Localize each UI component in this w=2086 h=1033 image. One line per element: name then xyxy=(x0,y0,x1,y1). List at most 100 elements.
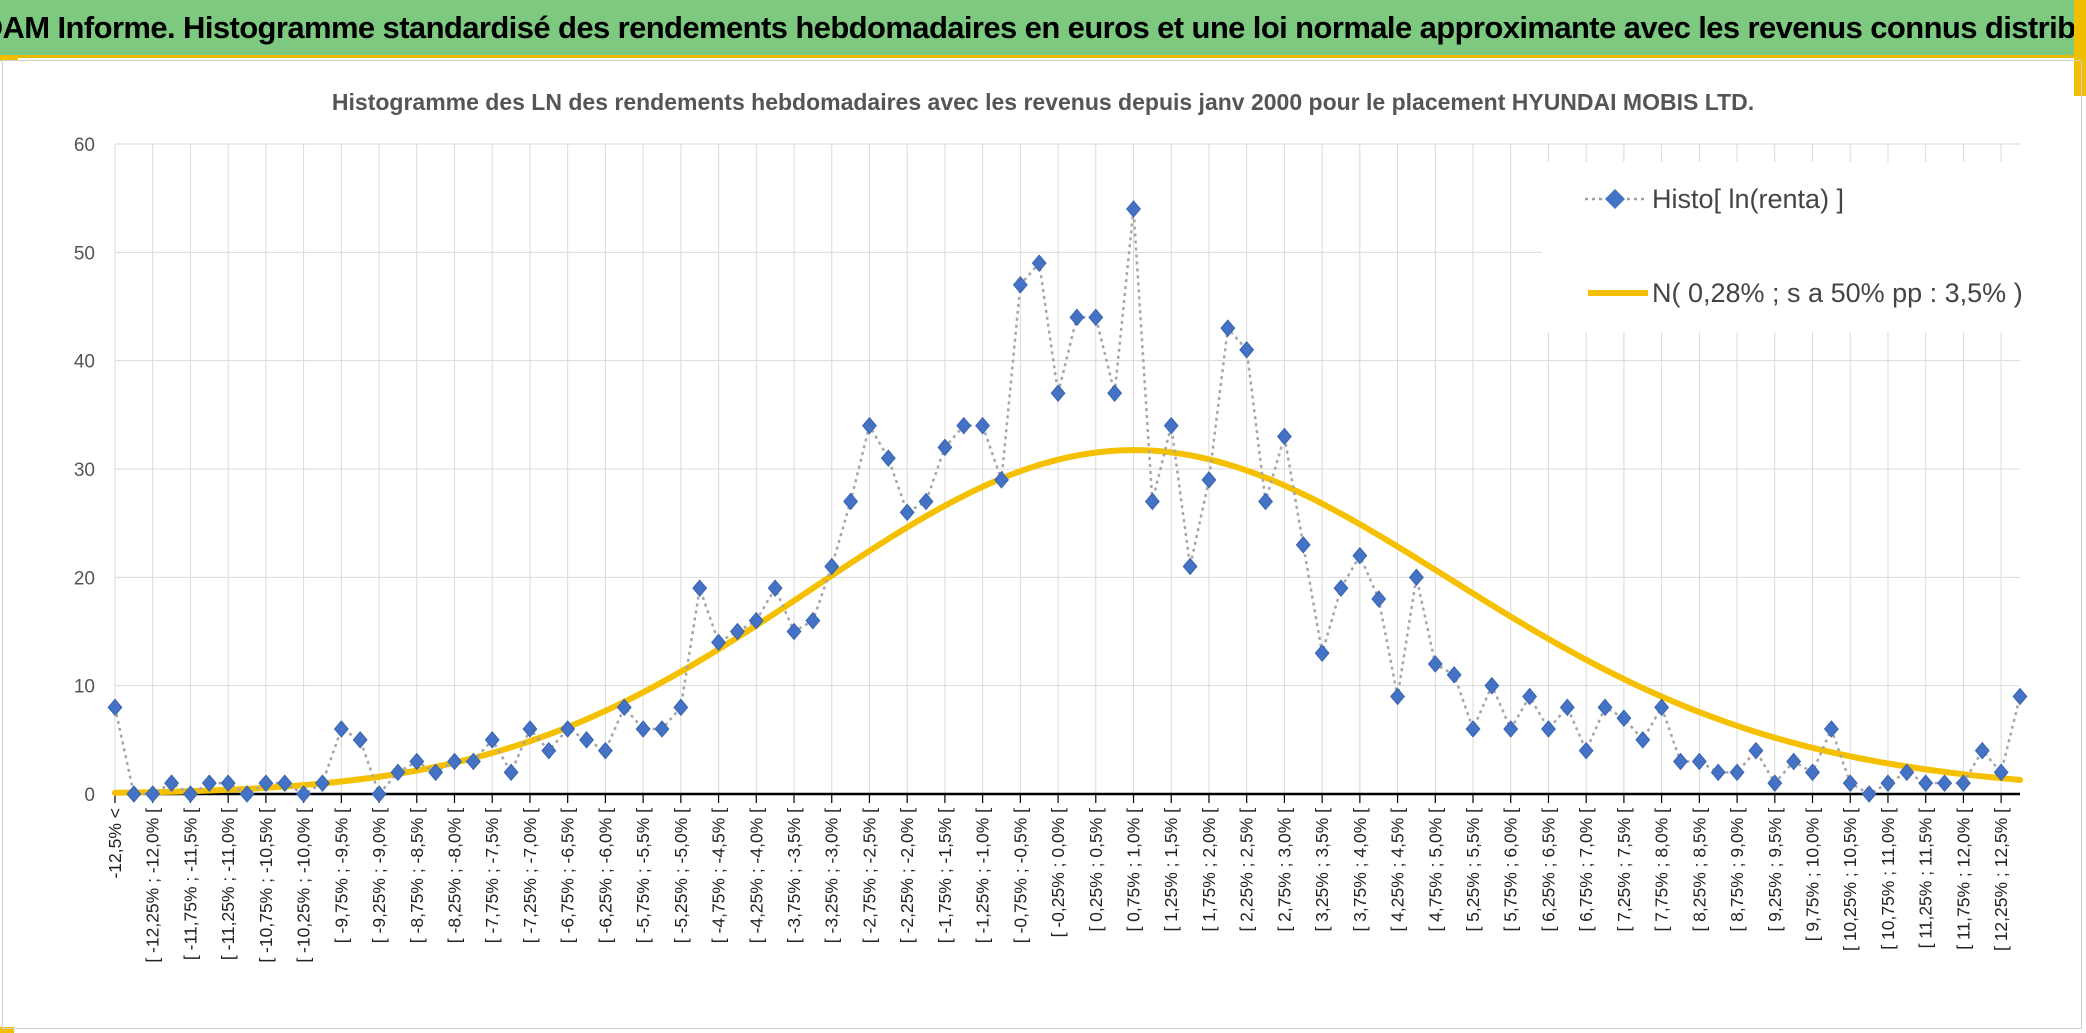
histo-point xyxy=(1239,341,1255,359)
histo-point xyxy=(1446,666,1462,684)
report-header: ADAM Informe. Histogramme standardisé de… xyxy=(0,0,2086,58)
histo-point xyxy=(1107,384,1123,402)
histo-point xyxy=(409,752,425,771)
histo-point xyxy=(1088,308,1104,327)
x-tick-label: [ -9,75% ; -9,5% [ xyxy=(331,808,351,943)
histo-point xyxy=(994,471,1009,489)
x-tick-label: [ 9,25% ; 9,5% [ xyxy=(1765,808,1785,932)
x-tick-label: [ 1,25% ; 1,5% [ xyxy=(1161,808,1181,932)
report-title: ADAM Informe. Histogramme standardisé de… xyxy=(0,9,2086,45)
histo-point xyxy=(447,752,462,771)
legend-label-histo: Histo[ ln(renta) ] xyxy=(1652,184,1844,214)
histo-point xyxy=(1314,644,1330,662)
x-tick-label: [ -11,25% ; -11,0% [ xyxy=(218,808,238,960)
histo-point xyxy=(1729,763,1745,782)
histo-point xyxy=(277,774,293,792)
histo-point xyxy=(258,774,274,792)
histo-point xyxy=(1918,774,1934,792)
x-tick-label: [ -0,75% ; -0,5% [ xyxy=(1010,808,1030,943)
histo-point xyxy=(541,741,557,760)
histo-point xyxy=(1767,774,1783,792)
x-tick-label: [ -10,25% ; -10,0% [ xyxy=(294,808,314,963)
histo-point xyxy=(1748,741,1764,760)
x-tick-label: [ -6,25% ; -6,0% [ xyxy=(595,808,615,943)
y-tick-label: 20 xyxy=(74,568,95,589)
histo-point xyxy=(616,698,632,717)
histo-point xyxy=(390,763,406,782)
x-axis-ticks: -12,5% < [ -12,25% ; -12,0% [[ -11,75% ; … xyxy=(105,808,2011,963)
normal-curve-series xyxy=(112,447,2023,796)
histo-point xyxy=(182,785,198,803)
x-tick-label: [ 6,25% ; 6,5% [ xyxy=(1538,808,1558,932)
x-tick-label: [ 7,25% ; 7,5% [ xyxy=(1614,808,1634,932)
corner-accent-top-left xyxy=(0,56,18,61)
x-tick-label: [ -1,75% ; -1,5% [ xyxy=(935,808,955,943)
x-tick-label: [ -5,25% ; -5,0% [ xyxy=(671,808,691,943)
histo-point xyxy=(786,622,802,641)
histo-point xyxy=(1710,763,1726,782)
x-tick-label: [ 0,75% ; 1,0% [ xyxy=(1124,808,1144,932)
histo-point xyxy=(711,633,727,652)
histo-point xyxy=(1276,427,1292,446)
histo-point xyxy=(975,416,991,435)
x-tick-label: [ -4,25% ; -4,0% [ xyxy=(746,808,766,943)
x-tick-label: [ 7,75% ; 8,0% [ xyxy=(1652,808,1672,932)
histo-point xyxy=(1069,308,1085,327)
histo-point xyxy=(767,579,783,597)
histo-point xyxy=(1786,752,1802,771)
legend-diamond-icon xyxy=(1605,189,1625,209)
x-tick-label: [ -4,75% ; -4,5% [ xyxy=(709,808,729,943)
histo-point xyxy=(1880,774,1896,792)
y-tick-label: 0 xyxy=(84,785,95,806)
histo-point xyxy=(126,785,142,803)
histo-point xyxy=(1408,568,1424,587)
histo-point xyxy=(201,774,217,792)
histo-point xyxy=(1691,752,1707,771)
histo-point xyxy=(1371,590,1387,608)
histo-point xyxy=(880,449,896,467)
histo-point xyxy=(673,698,689,717)
histo-point xyxy=(1823,720,1839,738)
histo-point xyxy=(107,698,123,717)
x-tick-label: [ -2,25% ; -2,0% [ xyxy=(897,808,917,943)
histo-point xyxy=(145,785,161,803)
histo-point xyxy=(1050,384,1066,402)
histo-point xyxy=(1031,254,1047,272)
x-tick-label: [ -7,75% ; -7,5% [ xyxy=(482,808,502,943)
y-tick-label: 10 xyxy=(74,677,95,698)
histo-point xyxy=(1578,741,1594,760)
x-tick-label: [ -11,75% ; -11,5% [ xyxy=(180,808,200,960)
histo-point xyxy=(428,763,444,782)
y-tick-label: 50 xyxy=(74,243,95,264)
histo-point xyxy=(1390,687,1406,706)
histo-point xyxy=(315,774,330,792)
histo-point xyxy=(843,492,859,511)
x-tick-label: [ -8,75% ; -8,5% [ xyxy=(407,808,427,943)
histo-point xyxy=(1484,676,1500,695)
x-tick-label: [ 4,75% ; 5,0% [ xyxy=(1425,808,1445,932)
histo-point xyxy=(220,774,236,792)
histo-point xyxy=(654,720,670,738)
histo-point xyxy=(1955,774,1971,792)
histo-point xyxy=(579,731,594,749)
x-tick-label: [ -12,25% ; -12,0% [ xyxy=(143,808,163,963)
histo-point xyxy=(1899,763,1915,782)
histo-point xyxy=(1126,200,1141,218)
x-tick-label: [ 8,25% ; 8,5% [ xyxy=(1689,808,1709,932)
histo-point xyxy=(522,720,538,738)
x-tick-label: [ -8,25% ; -8,0% [ xyxy=(445,808,465,943)
chart-frame xyxy=(2,60,2082,1029)
corner-accent-top-right xyxy=(2074,0,2086,96)
histo-point xyxy=(597,741,613,760)
histo-point xyxy=(805,611,821,630)
histo-point xyxy=(1597,698,1613,717)
histo-point xyxy=(1201,471,1217,489)
histo-point xyxy=(899,503,915,522)
y-tick-label: 30 xyxy=(74,460,95,481)
x-tick-label: [ -9,25% ; -9,0% [ xyxy=(369,808,389,943)
histo-point xyxy=(1012,276,1028,294)
chart-legend: Histo[ ln(renta) ] N( 0,28% ; s a 50% pp… xyxy=(1542,162,2062,332)
histo-point xyxy=(239,785,255,803)
histo-point xyxy=(1993,763,2009,782)
